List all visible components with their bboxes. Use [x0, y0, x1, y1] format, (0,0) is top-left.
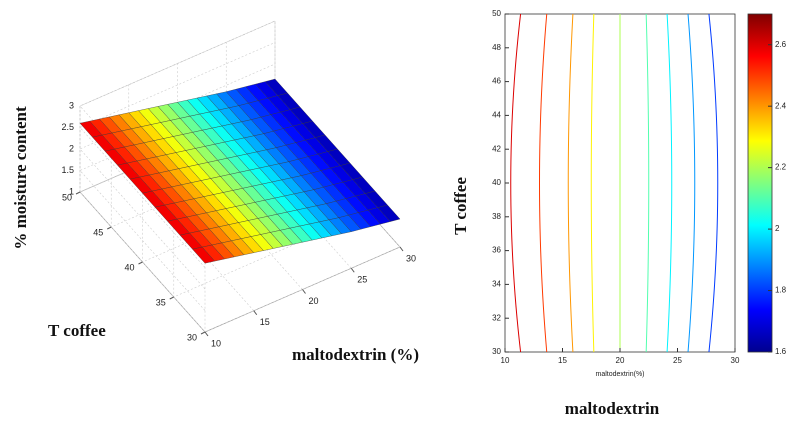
tick-mark [351, 268, 354, 272]
y-tick-label: 30 [492, 347, 501, 356]
colorbar [748, 14, 772, 352]
figure: % moisture content T coffee maltodextrin… [0, 0, 787, 423]
z-tick-label: 2.5 [61, 122, 74, 132]
y-axis-label: T coffee [48, 321, 106, 340]
y-tick-label: 45 [93, 227, 103, 237]
tick-mark [400, 247, 403, 251]
x-tick-label: 20 [616, 356, 625, 365]
y-tick-label: 48 [492, 43, 501, 52]
tick-mark [76, 192, 80, 194]
tick-mark [205, 332, 208, 336]
z-tick-label: 1.5 [61, 165, 74, 175]
x-tick-label: 30 [406, 253, 416, 263]
tick-mark [201, 332, 205, 334]
x-axis-label: maltodextrin (%) [292, 345, 419, 364]
contour-axis-label: maltodextrin(%) [595, 371, 644, 378]
tick-mark [170, 297, 174, 299]
z-tick-label: 2 [69, 143, 74, 153]
y-tick-label: 35 [156, 297, 166, 307]
colorbar-tick-label: 1.6 [775, 347, 787, 356]
y-tick-label: 32 [492, 313, 501, 322]
z-tick-label: 3 [69, 100, 74, 110]
colorbar-tick-label: 1.8 [775, 286, 787, 295]
y-tick-label: 44 [492, 111, 501, 120]
x-tick-label: 10 [211, 338, 221, 348]
x-tick-label: 15 [558, 356, 567, 365]
colorbar-tick-label: 2 [775, 224, 780, 233]
colorbar-tick-label: 2.6 [775, 40, 787, 49]
x-tick-label: 25 [673, 356, 682, 365]
tick-mark [254, 311, 257, 315]
x-tick-label: 10 [501, 356, 510, 365]
z-axis-label: % moisture content [11, 106, 30, 250]
colorbar-tick-label: 2.4 [775, 101, 787, 110]
y-tick-label: 34 [492, 280, 501, 289]
y-tick-label: 46 [492, 77, 501, 86]
y-tick-label: 40 [124, 262, 134, 272]
x-tick-label: 30 [731, 356, 740, 365]
y-tick-label: 50 [62, 192, 72, 202]
y-tick-label: 42 [492, 144, 501, 153]
tick-mark [139, 262, 143, 264]
y-tick-label: 30 [187, 332, 197, 342]
y-tick-label: 50 [492, 9, 501, 18]
x-tick-label: 20 [309, 296, 319, 306]
colorbar-tick-label: 2.2 [775, 163, 787, 172]
tick-mark [107, 227, 111, 229]
y-tick-label: 40 [492, 178, 501, 187]
contour-y-label: T coffee [451, 177, 470, 235]
y-tick-label: 36 [492, 246, 501, 255]
tick-mark [303, 290, 306, 294]
x-tick-label: 15 [260, 317, 270, 327]
y-tick-label: 38 [492, 212, 501, 221]
contour-x-label: maltodextrin [565, 399, 660, 418]
x-tick-label: 25 [357, 275, 367, 285]
